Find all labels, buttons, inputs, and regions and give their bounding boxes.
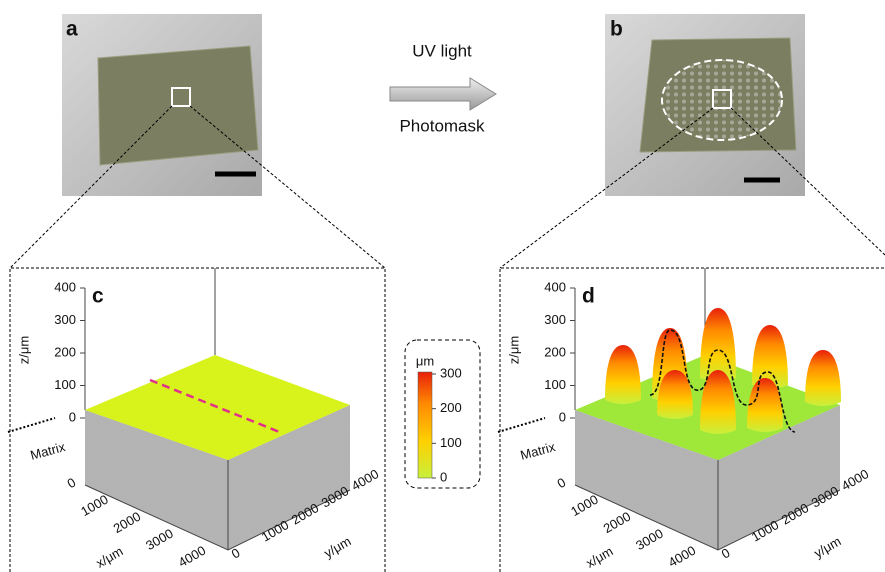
x-tick-label: 3000 [633,526,666,553]
peak [605,345,641,404]
axis-label: x/μm [583,543,615,570]
region [171,87,191,107]
z-tick-label: 100 [54,377,76,392]
colorbar-tick-label: 0 [440,469,447,484]
z-tick-label: 200 [54,344,76,359]
peak [700,308,736,382]
zero-leader [7,417,56,433]
plot: d0100200300400z/μmMatrix0100020003000400… [497,268,872,571]
peak [700,370,736,434]
colorbar-frame [404,339,481,489]
x-tick-label: 2000 [111,509,144,536]
y-tick-label: 0 [719,545,733,562]
z-tick-label: 200 [544,344,566,359]
z-tick-label: 300 [544,312,566,327]
z-tick-label: 100 [544,377,566,392]
panel-label: d [582,285,595,308]
peak [747,378,783,432]
arrow-label: Photomask [399,116,485,135]
colorbar-tick-label: 300 [440,365,462,380]
axis-label: y/μm [321,533,353,560]
pattern-area [661,59,783,141]
y-tick-label: 4000 [839,466,872,493]
arrow-label: UV light [412,41,472,60]
x-tick-label: 0 [64,475,78,492]
region [712,89,732,109]
z-tick-label: 400 [54,279,76,294]
arrow [389,77,497,111]
matrix-label: Matrix [519,439,558,463]
axis-label: y/μm [811,533,843,560]
z-tick-label: 0 [559,409,566,424]
profile-line [149,378,283,435]
matrix-label: Matrix [29,439,68,463]
axis-label: z/μm [506,336,521,364]
peak [752,325,788,389]
y-tick-label: 0 [229,545,243,562]
colorbar-unit: μm [416,353,434,368]
zero-leader [497,417,546,433]
x-tick-label: 2000 [601,509,634,536]
side-texture [85,410,228,550]
zoom-lines [9,105,885,572]
side-texture [575,410,718,550]
x-tick-label: 3000 [143,526,176,553]
y-tick-label: 4000 [349,466,382,493]
x-tick-label: 1000 [568,492,601,519]
panel-label: c [92,285,104,308]
colorbar-tick-label: 100 [440,435,462,450]
peak [657,370,693,419]
axis-label: z/μm [16,336,31,364]
plot: c0100200300400z/μmMatrix0100020003000400… [7,268,382,571]
peak [805,350,841,406]
z-tick-label: 400 [544,279,566,294]
panel-label: b [610,18,623,41]
colorbar-tick-label: 200 [440,400,462,415]
x-tick-label: 4000 [176,543,209,570]
z-tick-label: 300 [54,312,76,327]
axis-label: x/μm [93,543,125,570]
x-tick-label: 1000 [78,492,111,519]
panel-label: a [66,18,78,41]
x-tick-label: 0 [554,475,568,492]
colorbar [417,371,433,479]
side-texture [228,405,350,550]
x-tick-label: 4000 [666,543,699,570]
z-tick-label: 0 [69,409,76,424]
side-texture [718,405,840,550]
